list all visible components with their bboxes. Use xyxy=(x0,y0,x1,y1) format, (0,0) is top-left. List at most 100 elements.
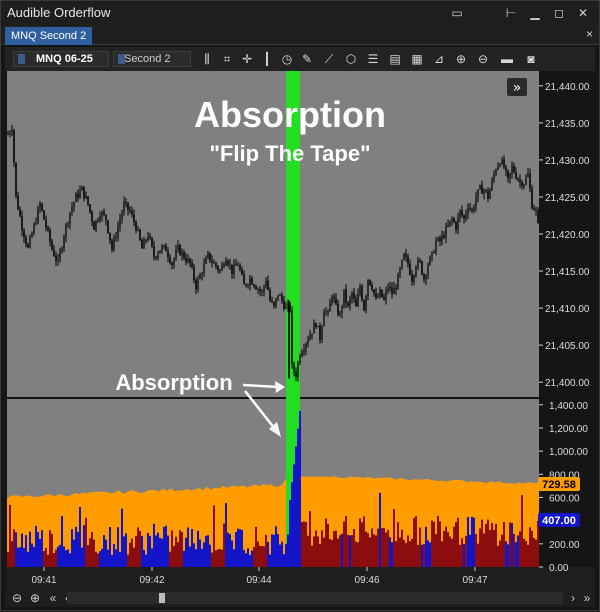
volume-bar xyxy=(7,551,9,567)
volume-bar xyxy=(31,543,33,567)
volume-bar xyxy=(83,525,85,567)
zoom-out-icon[interactable]: ⊖ xyxy=(477,52,489,66)
volume-bar xyxy=(243,549,245,567)
volume-bar xyxy=(209,544,211,567)
maximize-icon[interactable]: ◻ xyxy=(554,6,564,20)
volume-bar xyxy=(47,554,49,567)
list-icon[interactable]: ☰ xyxy=(367,52,379,66)
candle-body xyxy=(221,264,223,271)
candle-body xyxy=(357,294,359,307)
folder-icon[interactable]: ▬ xyxy=(501,52,513,66)
candle-body xyxy=(141,239,143,249)
candle-body xyxy=(449,220,451,226)
time-tick-label: 09:41 xyxy=(31,575,56,586)
scroll-track[interactable] xyxy=(67,592,563,604)
candles-icon[interactable]: ┃ xyxy=(263,52,271,66)
volume-bar xyxy=(397,522,399,567)
report-icon[interactable]: ▤ xyxy=(389,52,401,66)
volume-bar xyxy=(475,533,477,567)
volume-bar xyxy=(111,554,113,567)
candle-body xyxy=(511,165,513,174)
volume-bar xyxy=(109,526,111,567)
volume-bar xyxy=(407,535,409,567)
volume-bar xyxy=(419,527,421,567)
scroll-right-icon[interactable]: › xyxy=(571,591,575,605)
volume-bar xyxy=(375,535,377,567)
instrument-selector[interactable]: MNQ 06-25 xyxy=(13,51,109,67)
volume-bar xyxy=(503,521,505,567)
zoom-in-icon[interactable]: ⊕ xyxy=(29,591,41,605)
candle-body xyxy=(353,292,355,299)
pencil-icon[interactable]: ✎ xyxy=(301,52,313,66)
candle-body xyxy=(497,165,499,170)
candle-body xyxy=(211,260,213,263)
volume-bar xyxy=(245,553,247,567)
candle-body xyxy=(229,264,231,266)
horizontal-scrollbar[interactable]: ⊖ ⊕ « ‹ › » xyxy=(5,589,595,607)
price-axis[interactable] xyxy=(539,71,595,397)
candle-body xyxy=(179,244,181,255)
volume-bar xyxy=(361,522,363,567)
volume-bar xyxy=(517,535,519,567)
chart-style-icon[interactable]: ⌗ xyxy=(223,52,231,66)
candle-body xyxy=(335,298,337,304)
camera-icon[interactable]: ◙ xyxy=(527,52,535,66)
candle-body xyxy=(403,253,405,260)
candle-body xyxy=(487,190,489,199)
volume-bar xyxy=(23,547,25,567)
expand-icon[interactable]: » xyxy=(513,80,522,96)
candle-body xyxy=(467,207,469,214)
candle-body xyxy=(11,130,13,133)
volume-bar xyxy=(161,538,163,567)
volume-bar xyxy=(81,547,83,567)
volume-bar xyxy=(353,529,355,567)
expand-button[interactable] xyxy=(507,78,527,96)
volume-bar xyxy=(303,521,305,567)
volume-bar xyxy=(429,542,431,567)
volume-bar xyxy=(87,545,89,567)
price-tick-label: 21,400.00 xyxy=(545,378,590,389)
zoom-in-icon[interactable]: ⊕ xyxy=(455,52,467,66)
crosshair-icon[interactable]: ✛ xyxy=(241,52,253,66)
grid-icon[interactable]: ▦ xyxy=(411,52,423,66)
scroll-left-fast-icon[interactable]: « xyxy=(49,591,57,605)
window-icon[interactable]: ▭ xyxy=(451,6,463,20)
pin-icon[interactable]: ⊢ xyxy=(505,6,517,20)
volume-bar xyxy=(367,533,369,567)
candle-body xyxy=(283,300,285,309)
price-panel[interactable] xyxy=(7,71,539,397)
candle-body xyxy=(203,263,205,275)
properties-icon[interactable]: ⊿ xyxy=(433,52,445,66)
candle-body xyxy=(505,167,507,171)
volume-bar xyxy=(99,551,101,567)
volume-bar xyxy=(477,543,479,567)
zoom-out-icon[interactable]: ⊖ xyxy=(11,591,23,605)
volume-bar xyxy=(95,551,97,567)
volume-bar xyxy=(391,542,393,567)
volume-bar xyxy=(295,446,297,567)
cube-icon[interactable]: ⬡ xyxy=(345,52,357,66)
trend-icon[interactable]: ⟋ xyxy=(324,52,334,66)
volume-bar xyxy=(259,545,261,567)
clock-icon[interactable]: ◷ xyxy=(281,52,293,66)
candle-body xyxy=(531,188,533,209)
candle-body xyxy=(533,208,535,211)
period-selector[interactable]: Second 2 xyxy=(113,51,191,67)
minimize-icon[interactable]: ▁ xyxy=(530,6,540,20)
volume-bar xyxy=(29,531,31,567)
scroll-thumb[interactable] xyxy=(159,593,165,603)
scroll-right-fast-icon[interactable]: » xyxy=(583,591,591,605)
volume-bar xyxy=(373,534,375,567)
volume-bar xyxy=(525,541,527,567)
volume-bar xyxy=(27,551,29,567)
candle-body xyxy=(265,280,267,287)
candle-body xyxy=(123,201,125,213)
close-icon[interactable]: ✕ xyxy=(577,6,589,20)
close-tab-icon[interactable]: × xyxy=(585,27,593,41)
candle-body xyxy=(425,275,427,280)
candle-body xyxy=(359,286,361,295)
price-tick-label: 21,420.00 xyxy=(545,230,590,241)
tab-mnq-second-2[interactable]: MNQ Second 2 xyxy=(5,27,93,45)
bar-type-icon[interactable]: ⫼ xyxy=(204,52,210,66)
